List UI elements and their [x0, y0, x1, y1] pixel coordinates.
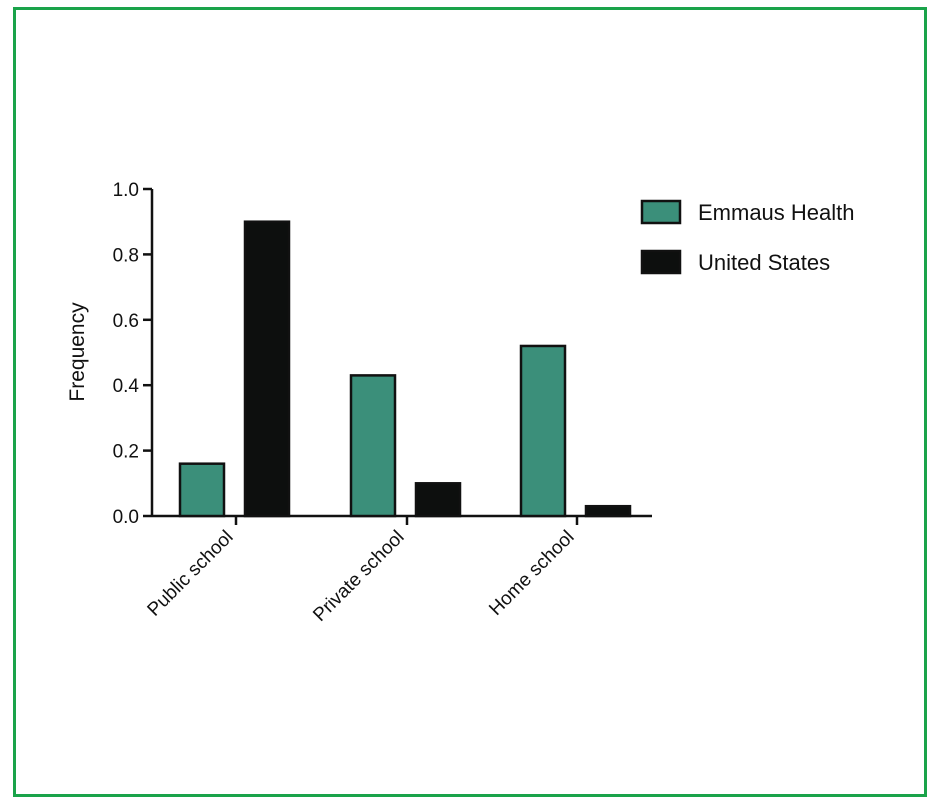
bar — [243, 220, 291, 518]
legend-label: Emmaus Health — [698, 200, 855, 225]
x-tick-label: Home school — [485, 527, 578, 620]
legend-swatch — [640, 249, 682, 275]
bars — [178, 220, 632, 518]
bar — [519, 344, 567, 518]
y-tick-label: 0.2 — [113, 442, 139, 463]
bar — [349, 374, 397, 518]
y-tick-label: 0.0 — [113, 507, 139, 528]
x-tick-label: Public school — [144, 527, 238, 621]
x-axis: Public school Private school Home school — [144, 514, 652, 626]
legend-swatch — [640, 199, 682, 225]
y-tick-label: 1.0 — [113, 180, 139, 201]
y-axis: 0.0 0.2 0.4 0.6 0.8 1.0 — [113, 180, 154, 528]
y-tick-label: 0.8 — [113, 245, 139, 266]
y-tick-label: 0.6 — [113, 311, 139, 332]
bar — [414, 482, 462, 518]
figure-frame — [13, 7, 927, 797]
x-tick-label: Private school — [309, 527, 408, 626]
legend-label: United States — [698, 250, 830, 275]
legend: Emmaus Health United States — [640, 199, 855, 275]
bar — [584, 504, 632, 518]
y-tick-label: 0.4 — [113, 376, 140, 397]
bar — [178, 462, 226, 518]
y-axis-label: Frequency — [66, 302, 89, 402]
